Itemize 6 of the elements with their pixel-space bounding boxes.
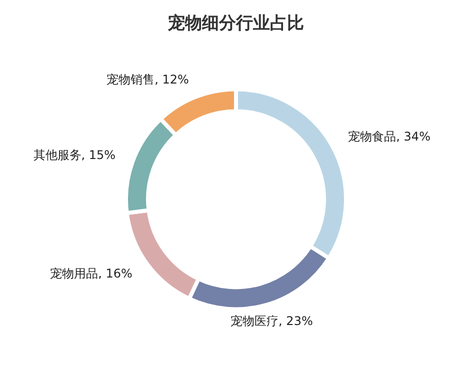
slice-label: 其他服务, 15% — [33, 148, 116, 162]
slice-label: 宠物医疗, 23% — [230, 314, 313, 328]
chart-title: 宠物细分行业占比 — [167, 14, 304, 34]
slice-label: 宠物食品, 34% — [348, 130, 430, 144]
slice-label: 宠物销售, 12% — [106, 72, 189, 86]
slice-label: 宠物用品, 16% — [50, 266, 132, 281]
